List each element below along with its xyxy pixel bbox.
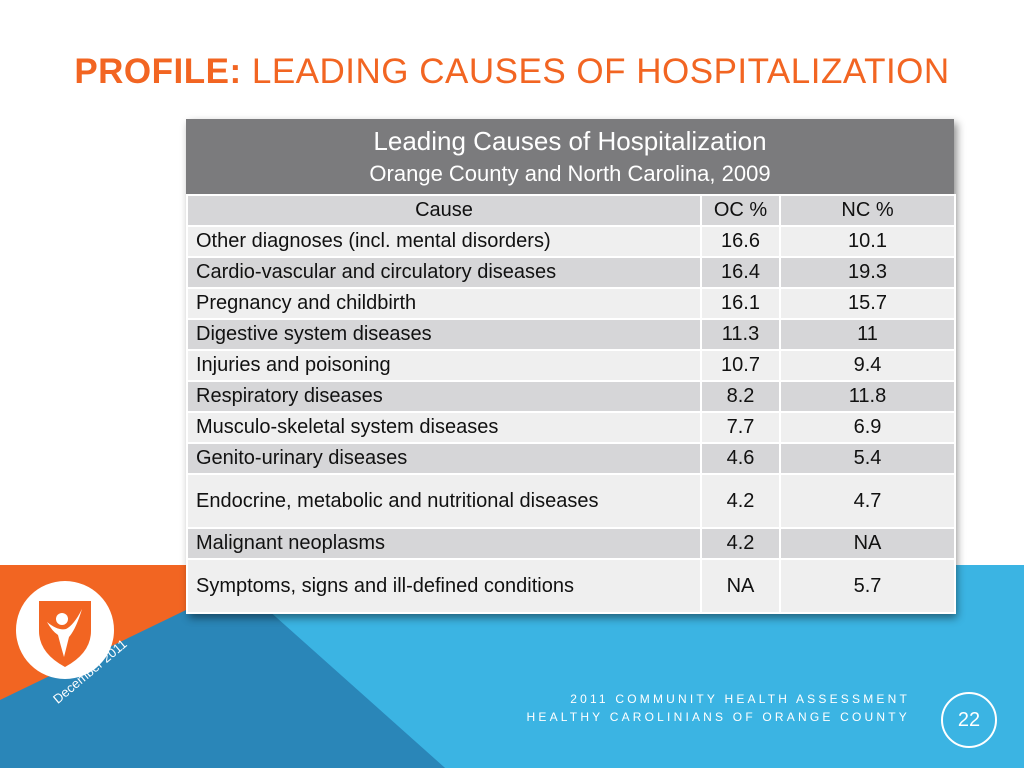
page-number: 22 <box>957 709 981 731</box>
table-row: Digestive system diseases 11.3 11 <box>186 318 956 351</box>
table-header-row: Cause OC % NC % <box>186 194 956 227</box>
oc-percent-cell: 16.6 <box>700 225 781 258</box>
nc-percent-cell: 10.1 <box>779 225 956 258</box>
table-row: Respiratory diseases 8.2 11.8 <box>186 380 956 413</box>
table-row: Injuries and poisoning 10.7 9.4 <box>186 349 956 382</box>
cause-cell: Malignant neoplasms <box>186 527 702 560</box>
nc-percent-cell: 15.7 <box>779 287 956 320</box>
table-row: Pregnancy and childbirth 16.1 15.7 <box>186 287 956 320</box>
table-caption: Leading Causes of Hospitalization Orange… <box>186 119 954 194</box>
oc-percent-cell: 16.4 <box>700 256 781 289</box>
cause-cell: Pregnancy and childbirth <box>186 287 702 320</box>
cause-cell: Respiratory diseases <box>186 380 702 413</box>
table-title: Leading Causes of Hospitalization <box>373 126 767 156</box>
cause-cell: Digestive system diseases <box>186 318 702 351</box>
slide-title-bold: PROFILE: <box>74 52 242 91</box>
background-corner-triangle <box>0 610 445 768</box>
table-row: Endocrine, metabolic and nutritional dis… <box>186 473 956 529</box>
nc-percent-cell: 11.8 <box>779 380 956 413</box>
column-header-nc: NC % <box>779 194 956 227</box>
cause-cell: Cardio-vascular and circulatory diseases <box>186 256 702 289</box>
table-row: Cardio-vascular and circulatory diseases… <box>186 256 956 289</box>
cause-cell: Other diagnoses (incl. mental disorders) <box>186 225 702 258</box>
cause-cell: Musculo-skeletal system diseases <box>186 411 702 444</box>
table-row: Other diagnoses (incl. mental disorders)… <box>186 225 956 258</box>
page-number-badge: 22 <box>941 692 997 748</box>
oc-percent-cell: 8.2 <box>700 380 781 413</box>
cause-cell: Genito-urinary diseases <box>186 442 702 475</box>
table-row: Genito-urinary diseases 4.6 5.4 <box>186 442 956 475</box>
table-row: Malignant neoplasms 4.2 NA <box>186 527 956 560</box>
oc-percent-cell: 4.2 <box>700 527 781 560</box>
nc-percent-cell: NA <box>779 527 956 560</box>
nc-percent-cell: 19.3 <box>779 256 956 289</box>
nc-percent-cell: 11 <box>779 318 956 351</box>
nc-percent-cell: 5.7 <box>779 558 956 614</box>
oc-percent-cell: 4.2 <box>700 473 781 529</box>
table-row: Symptoms, signs and ill-defined conditio… <box>186 558 956 614</box>
cause-cell: Symptoms, signs and ill-defined conditio… <box>186 558 702 614</box>
nc-percent-cell: 5.4 <box>779 442 956 475</box>
oc-percent-cell: 16.1 <box>700 287 781 320</box>
cause-cell: Injuries and poisoning <box>186 349 702 382</box>
cause-cell: Endocrine, metabolic and nutritional dis… <box>186 473 702 529</box>
oc-percent-cell: 7.7 <box>700 411 781 444</box>
oc-percent-cell: 4.6 <box>700 442 781 475</box>
slide-title: PROFILE: LEADING CAUSES OF HOSPITALIZATI… <box>0 52 1024 92</box>
footer-assessment-title: 2011 COMMUNITY HEALTH ASSESSMENT <box>570 692 910 706</box>
table-row: Musculo-skeletal system diseases 7.7 6.9 <box>186 411 956 444</box>
oc-percent-cell: 11.3 <box>700 318 781 351</box>
person-shield-logo-icon <box>16 581 114 679</box>
background-blue-band <box>186 565 1024 768</box>
oc-percent-cell: NA <box>700 558 781 614</box>
table-subtitle: Orange County and North Carolina, 2009 <box>369 161 771 186</box>
hospitalization-table: Cause OC % NC % Other diagnoses (incl. m… <box>186 194 956 614</box>
column-header-oc: OC % <box>700 194 781 227</box>
oc-percent-cell: 10.7 <box>700 349 781 382</box>
nc-percent-cell: 6.9 <box>779 411 956 444</box>
slide-title-rest: LEADING CAUSES OF HOSPITALIZATION <box>241 52 950 91</box>
column-header-cause: Cause <box>186 194 702 227</box>
footer-organization-name: HEALTHY CAROLINIANS OF ORANGE COUNTY <box>526 710 910 724</box>
nc-percent-cell: 9.4 <box>779 349 956 382</box>
hospitalization-table-card: Leading Causes of Hospitalization Orange… <box>186 119 956 614</box>
nc-percent-cell: 4.7 <box>779 473 956 529</box>
